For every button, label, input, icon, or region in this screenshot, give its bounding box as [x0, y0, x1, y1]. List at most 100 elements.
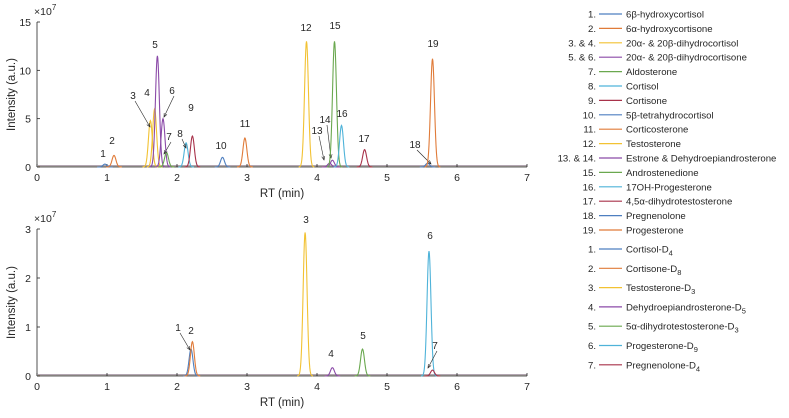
- x-axis-label: RT (min): [260, 188, 304, 200]
- legend-entry: 13. & 14. Estrone & Dehydroepiandrosteron…: [558, 154, 777, 165]
- legend-name: Estrone & Dehydroepiandrosterone: [626, 154, 776, 165]
- legend-name: Progesterone-D9: [626, 341, 698, 354]
- legend-entry: 11. Corticosterone: [583, 125, 688, 136]
- peak-7-trace: [424, 369, 441, 377]
- y-tick-label: 5: [25, 114, 31, 126]
- peak-4-trace: [324, 367, 341, 377]
- legend-entry: 17. 4,5α-dihydrotestosterone: [583, 197, 733, 208]
- legend-subscript: 8: [677, 268, 681, 277]
- y-tick-label: 15: [19, 17, 31, 29]
- peak-8-pointer: [181, 138, 187, 149]
- peak-7-arrowhead: [163, 149, 168, 155]
- peak-5-trace: [354, 348, 371, 377]
- peak-15-label: 15: [329, 21, 341, 32]
- peak-6-label: 6: [169, 86, 175, 97]
- peak-6-pointer: [163, 95, 175, 118]
- peak-6-label: 6: [427, 231, 433, 242]
- y-exponent-label: ×107: [34, 3, 57, 18]
- legend-entry: 10. 5β-tetrahydrocortisol: [583, 110, 714, 121]
- x-tick-label: 4: [314, 172, 320, 184]
- peak-19-trace: [424, 58, 441, 168]
- legend-number: 7.: [588, 67, 596, 78]
- legend-number: 12.: [583, 139, 596, 150]
- x-tick-label: 5: [384, 381, 390, 393]
- legend-entry: 7. Aldosterone: [588, 67, 677, 78]
- legend-subscript: 5: [742, 306, 746, 315]
- legend-number: 5.: [588, 322, 596, 333]
- peak-2-trace: [184, 340, 201, 377]
- peak-1-label: 1: [175, 323, 181, 334]
- legend-name: Testosterone: [626, 139, 681, 150]
- y-exponent-power: 7: [52, 3, 57, 12]
- x-tick-label: 4: [314, 381, 320, 393]
- peak-3-label: 3: [303, 215, 309, 226]
- legend-name: Testosterone-D3: [626, 283, 695, 296]
- legend-name: Cortisone-D8: [626, 264, 681, 277]
- peak-8-trace: [178, 141, 194, 168]
- peak-2-trace: [106, 154, 122, 168]
- y-tick-label: 0: [25, 371, 31, 383]
- peak-18-arrowhead: [427, 160, 432, 165]
- analyte-legend: 1. 6β-hydroxycortisol 2. 6α-hydroxycortison…: [558, 10, 777, 237]
- peak-8-label: 8: [177, 129, 183, 140]
- peak-9-label: 9: [188, 103, 194, 114]
- legend-entry: 16. 17OH-Progesterone: [583, 182, 712, 193]
- peak-1-arrowhead: [186, 345, 191, 351]
- legend-number: 6.: [588, 341, 596, 352]
- x-axis-label: RT (min): [260, 397, 304, 409]
- peak-3-label: 3: [130, 91, 136, 102]
- peak-11-trace: [237, 137, 253, 168]
- legend-subscript: 4: [696, 364, 700, 373]
- peak-12-label: 12: [300, 23, 312, 34]
- x-tick-label: 7: [524, 381, 530, 393]
- peak-4-trace: [146, 107, 163, 168]
- legend-entry: 1. Cortisol-D4: [588, 245, 673, 258]
- legend-subscript: 3: [691, 287, 695, 296]
- legend-name: 5α-dihydrotestosterone-D3: [626, 322, 739, 335]
- legend-name: Pregnenolone: [626, 211, 686, 222]
- legend-number: 19.: [583, 226, 596, 237]
- peak-3-trace: [297, 232, 314, 377]
- legend-number: 3.: [588, 283, 596, 294]
- peak-3-trace: [142, 119, 159, 168]
- legend-subscript: 4: [669, 249, 673, 258]
- legend-number: 16.: [583, 182, 596, 193]
- legend-entry: 18. Pregnenolone: [583, 211, 686, 222]
- legend-subscript: 3: [734, 326, 738, 335]
- peak-18-pointer: [416, 149, 432, 165]
- peak-3-pointer: [134, 100, 151, 128]
- legend-name: Cortisol-D4: [626, 245, 673, 258]
- legend-entry: 9. Cortisone: [588, 96, 667, 107]
- peak-12-trace: [298, 41, 315, 168]
- legend-number: 13. & 14.: [558, 154, 596, 165]
- peak-7-label: 7: [432, 341, 438, 352]
- y-axis-label: Intensity (a.u.): [6, 266, 18, 339]
- legend-name: 6β-hydroxycortisol: [626, 10, 704, 21]
- y-tick-label: 0: [25, 162, 31, 174]
- legend-number: 1.: [588, 245, 596, 256]
- y-tick-label: 10: [19, 65, 31, 77]
- peak-7-pointer: [427, 350, 438, 369]
- legend-number: 10.: [583, 110, 596, 121]
- peak-5-label: 5: [360, 331, 366, 342]
- peak-10-trace: [214, 156, 231, 168]
- peak-1-trace: [97, 163, 113, 168]
- legend-number: 7.: [588, 360, 596, 371]
- legend-entry: 19. Progesterone: [583, 226, 684, 237]
- y-axis-label: Intensity (a.u.): [6, 58, 18, 131]
- legend-name: Cortisol: [626, 82, 659, 93]
- legend-name: Aldosterone: [626, 67, 677, 78]
- peak-1-pointer: [179, 332, 191, 351]
- legend-number: 3. & 4.: [568, 38, 596, 49]
- peak-4-label: 4: [144, 88, 150, 99]
- legend-name: 6α-hydroxycortisone: [626, 24, 713, 35]
- internal-standard-legend: 1. Cortisol-D4 2. Cortisone-D8 3. Testosteron…: [588, 245, 746, 374]
- x-tick-label: 2: [174, 172, 180, 184]
- legend-name: 4,5α-dihydrotestosterone: [626, 197, 732, 208]
- y-tick-label: 1: [25, 322, 31, 334]
- y-tick-label: 3: [25, 224, 31, 236]
- legend-entry: 2. Cortisone-D8: [588, 264, 681, 277]
- peak-6-trace: [155, 117, 171, 168]
- peak-13-arrowhead: [321, 156, 326, 161]
